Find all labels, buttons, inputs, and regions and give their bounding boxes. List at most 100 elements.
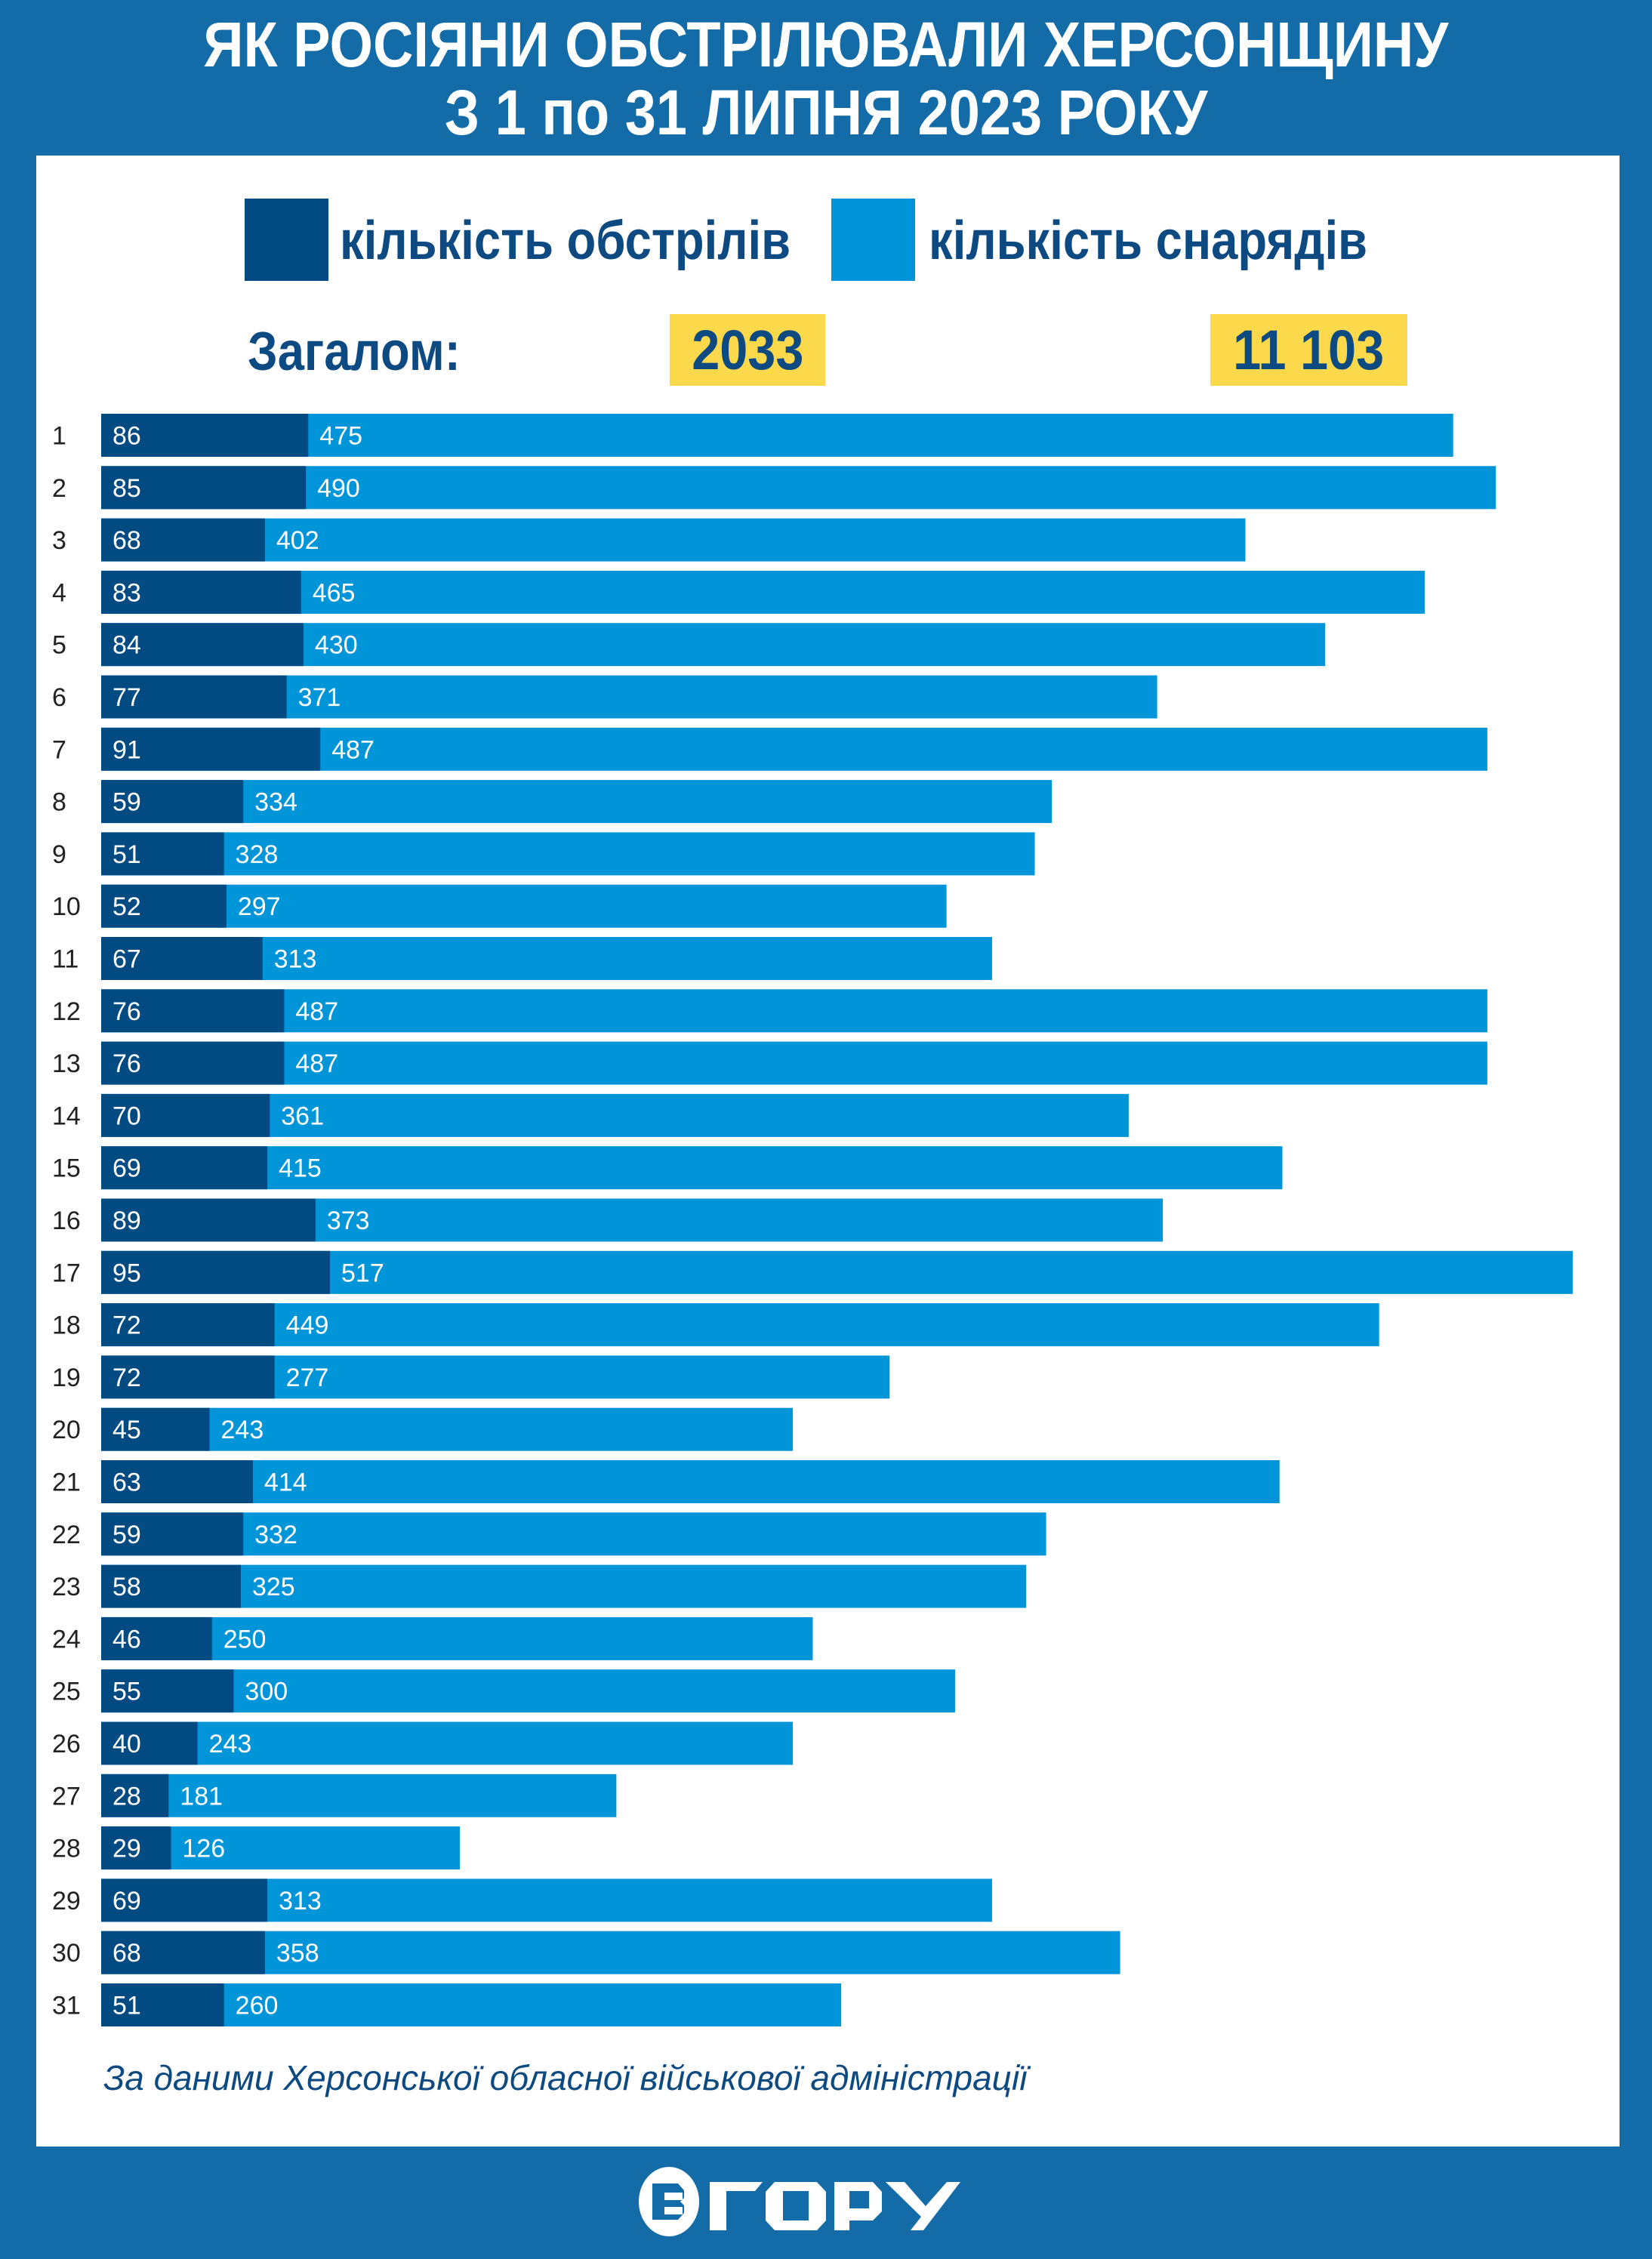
attacks-bar	[101, 989, 285, 1033]
shells-value-label: 487	[295, 997, 338, 1026]
shells-value-label: 361	[281, 1102, 324, 1130]
total-shells-value: 11 103	[1233, 319, 1385, 381]
shells-value-label: 402	[276, 526, 319, 555]
shells-value-label: 300	[245, 1678, 288, 1706]
shells-value-label: 475	[319, 422, 362, 451]
attacks-value-label: 55	[112, 1678, 141, 1706]
attacks-value-label: 86	[112, 422, 141, 451]
attacks-bar	[101, 780, 244, 824]
day-label: 4	[52, 578, 66, 607]
attacks-value-label: 67	[112, 945, 141, 974]
attacks-value-label: 91	[112, 735, 141, 764]
attacks-value-label: 83	[112, 578, 141, 607]
attacks-value-label: 69	[112, 1887, 141, 1915]
shells-value-label: 243	[221, 1416, 264, 1444]
day-label: 30	[52, 1939, 81, 1968]
shells-bar	[101, 1460, 1280, 1503]
shells-value-label: 414	[264, 1469, 307, 1497]
day-label: 11	[52, 945, 79, 974]
shells-value-label: 449	[286, 1311, 329, 1340]
shells-value-label: 277	[286, 1364, 329, 1392]
day-label: 17	[52, 1259, 81, 1287]
attacks-value-label: 46	[112, 1625, 141, 1653]
attacks-value-label: 84	[112, 631, 141, 660]
total-shells-badge: 11 103	[1210, 314, 1407, 386]
attacks-bar	[101, 570, 301, 614]
shells-bar	[101, 1564, 1027, 1608]
day-label: 6	[52, 683, 66, 712]
shells-value-label: 250	[223, 1625, 267, 1653]
day-label: 8	[52, 788, 66, 817]
shells-bar	[101, 1616, 813, 1660]
attacks-bar	[101, 937, 263, 980]
legend-label-attacks: кількість обстрілів	[340, 211, 791, 271]
day-label: 19	[52, 1364, 81, 1392]
shells-bar	[101, 989, 1487, 1033]
attacks-value-label: 68	[112, 1939, 141, 1968]
attacks-bar	[101, 518, 265, 562]
shells-bar	[101, 780, 1053, 824]
shells-value-label: 465	[313, 578, 356, 607]
day-label: 18	[52, 1311, 81, 1340]
shells-bar	[101, 1512, 1046, 1556]
shells-bar	[101, 884, 947, 928]
attacks-bar	[101, 466, 307, 510]
day-label: 9	[52, 840, 66, 869]
shells-bar	[101, 1983, 842, 2026]
day-label: 23	[52, 1573, 81, 1601]
attacks-bar	[101, 1931, 265, 1974]
attacks-value-label: 58	[112, 1573, 141, 1601]
day-label: 31	[52, 1992, 81, 2020]
attacks-bar	[101, 832, 224, 876]
shells-value-label: 181	[180, 1782, 223, 1811]
attacks-value-label: 63	[112, 1469, 141, 1497]
shells-bar	[101, 1303, 1379, 1347]
attacks-value-label: 29	[112, 1835, 141, 1863]
shells-bar	[101, 1041, 1487, 1085]
attacks-value-label: 59	[112, 788, 141, 817]
shells-value-label: 313	[279, 1887, 322, 1915]
attacks-bar	[101, 1146, 268, 1190]
attacks-value-label: 45	[112, 1416, 141, 1444]
attacks-value-label: 85	[112, 474, 141, 503]
attacks-bar	[101, 1774, 169, 1817]
shells-bar	[101, 1407, 794, 1451]
shells-value-label: 490	[317, 474, 360, 503]
attacks-bar	[101, 1669, 234, 1713]
shells-value-label: 126	[182, 1835, 225, 1863]
attacks-value-label: 51	[112, 840, 141, 869]
day-label: 20	[52, 1416, 81, 1444]
attacks-bar	[101, 1721, 198, 1765]
legend-swatch-attacks	[245, 199, 328, 281]
day-label: 5	[52, 631, 66, 660]
attacks-bar	[101, 1198, 316, 1242]
day-label: 10	[52, 892, 81, 921]
totals-label: Загалом:	[248, 322, 461, 382]
attacks-bar	[101, 1878, 268, 1922]
shells-value-label: 430	[315, 631, 358, 660]
shells-value-label: 334	[254, 788, 297, 817]
shells-value-label: 297	[238, 892, 281, 921]
total-attacks-badge: 2033	[670, 314, 825, 386]
shells-bar	[101, 570, 1425, 614]
attacks-bar	[101, 884, 227, 928]
day-label: 7	[52, 735, 66, 764]
title-line-1: ЯК РОСІЯНИ ОБСТРІЛЮВАЛИ ХЕРСОНЩИНУ	[0, 11, 1652, 79]
day-label: 29	[52, 1887, 81, 1915]
shells-bar	[101, 1146, 1283, 1190]
shells-value-label: 358	[276, 1939, 319, 1968]
attacks-bar	[101, 675, 287, 719]
shells-bar	[101, 1669, 955, 1713]
day-label: 24	[52, 1625, 81, 1653]
title-line-2: З 1 по 31 ЛИПНЯ 2023 РОКУ	[0, 79, 1652, 146]
day-label: 25	[52, 1678, 81, 1706]
attacks-value-label: 40	[112, 1730, 141, 1758]
attacks-value-label: 76	[112, 1049, 141, 1078]
day-label: 3	[52, 526, 66, 555]
day-label: 26	[52, 1730, 81, 1758]
day-label: 14	[52, 1102, 81, 1130]
day-label: 2	[52, 474, 66, 503]
attacks-bar	[101, 1355, 275, 1399]
shells-value-label: 243	[209, 1730, 252, 1758]
attacks-value-label: 59	[112, 1521, 141, 1549]
